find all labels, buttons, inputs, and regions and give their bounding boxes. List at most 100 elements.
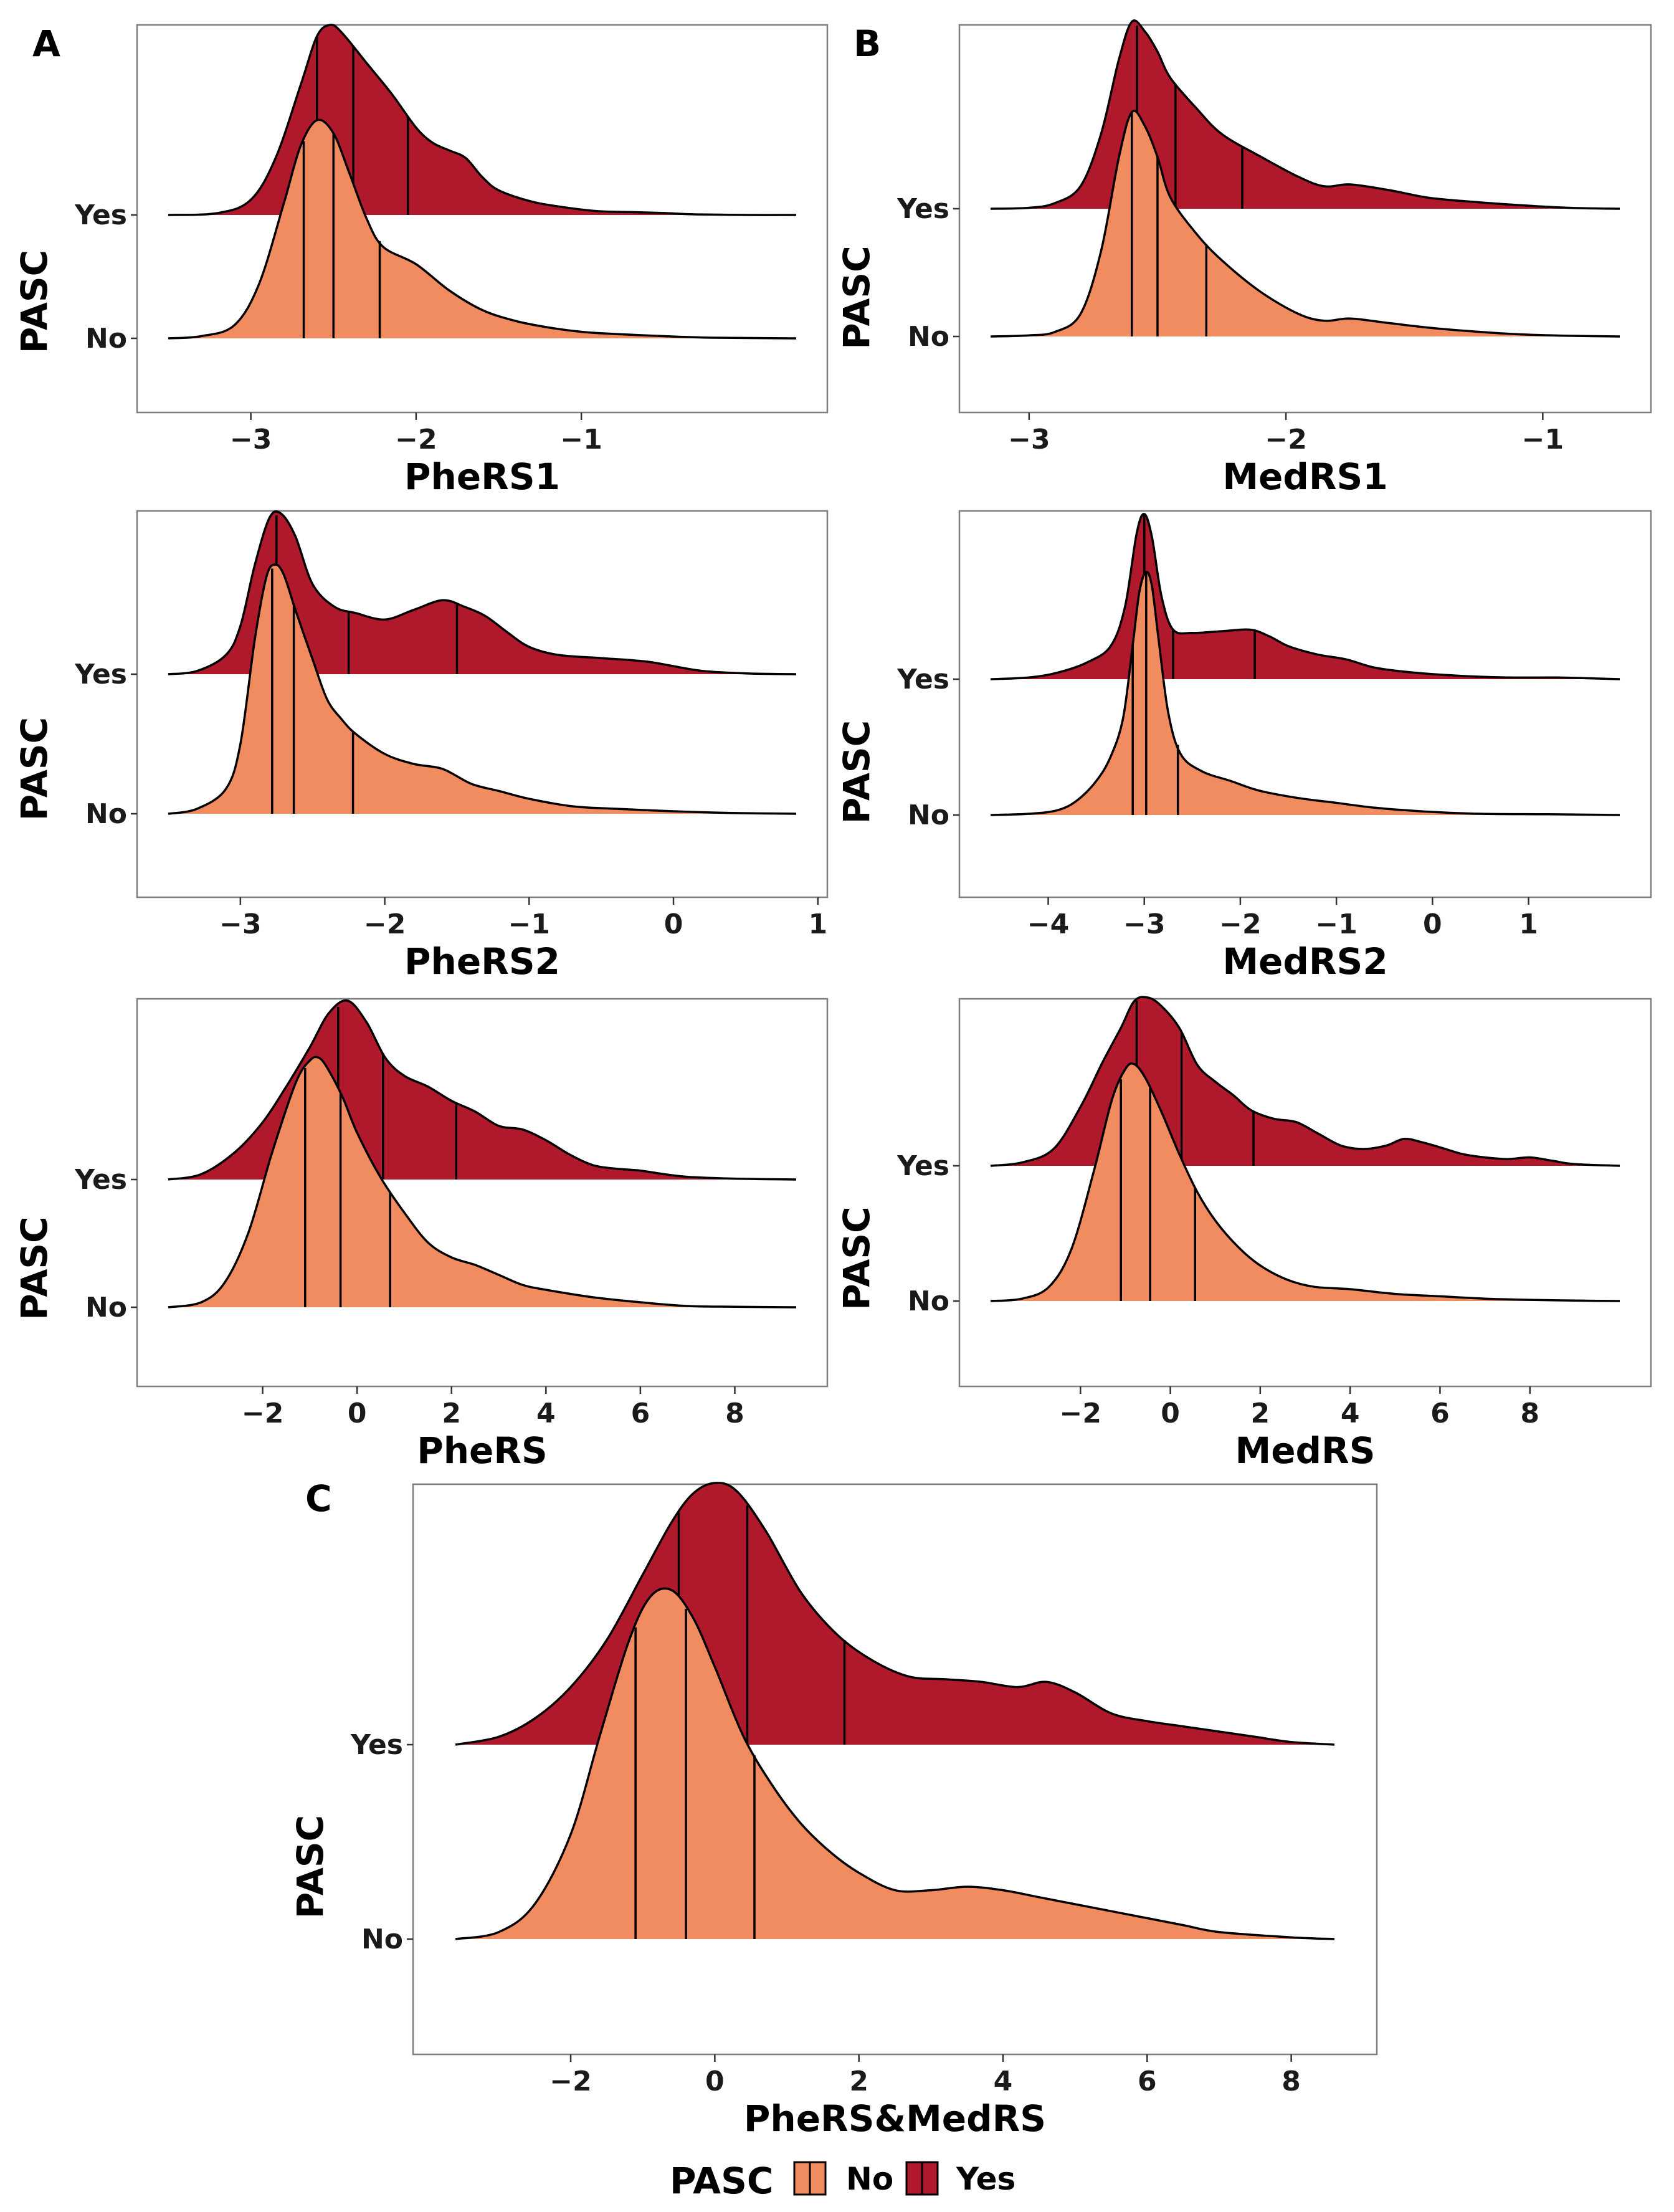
x-tick-label: 2: [442, 1398, 461, 1429]
density-outline-yes: [990, 19, 1620, 210]
x-tick-label: 8: [1282, 2066, 1301, 2097]
ridgeline-panel-medrs2: Yes No −4 −3 −2 −1 0 1 MedRS2 PASC: [835, 510, 1652, 983]
ridgeline-panel-medrs1: Yes No −3 −2 −1 MedRS1 PASC: [835, 19, 1652, 498]
panel-frame: [136, 998, 829, 1388]
x-tick-label: −2: [549, 2066, 591, 2097]
x-axis-title: PheRS1: [404, 455, 560, 498]
density-outline-yes: [990, 513, 1620, 680]
legend-label-yes: Yes: [956, 2161, 1015, 2197]
ridgeline-panel-phers: Yes No −2 0 2 4 6 8 PheRS PASC: [13, 998, 829, 1472]
y-axis-title: PASC: [289, 1815, 331, 1919]
density-area-no: [168, 564, 796, 814]
panel-letter-b: B: [854, 22, 881, 65]
y-axis-title: PASC: [13, 250, 55, 353]
legend-title: PASC: [670, 2160, 773, 2202]
x-tick-label: 4: [994, 2066, 1013, 2097]
panel-letter-a: A: [32, 22, 60, 65]
panel-frame: [136, 510, 829, 899]
y-tick-label-no: No: [85, 798, 127, 830]
density-outline-no: [168, 563, 797, 815]
x-tick-label: −2: [395, 424, 437, 455]
density-outline-no: [990, 110, 1620, 338]
density-area-no: [991, 110, 1620, 337]
x-tick-label: −1: [1315, 908, 1357, 940]
x-tick-label: 4: [536, 1398, 556, 1429]
y-tick-label-no: No: [361, 1924, 403, 1955]
x-tick-label: 2: [849, 2066, 868, 2097]
x-tick-label: −4: [1027, 908, 1069, 940]
density-area-no: [991, 1063, 1620, 1301]
x-tick-label: −1: [560, 424, 602, 455]
panel-letter-c: C: [305, 1477, 332, 1520]
y-tick-label-yes: Yes: [896, 193, 949, 225]
y-tick-label-no: No: [85, 1292, 127, 1323]
x-tick-label: −2: [364, 908, 406, 940]
panel-frame: [958, 510, 1652, 899]
density-area-no: [455, 1588, 1334, 1939]
density-outline-no: [168, 118, 797, 340]
panel-frame: [412, 1483, 1378, 2056]
density-outline-yes: [168, 999, 797, 1181]
x-axis-title: MedRS2: [1222, 940, 1387, 983]
x-tick-label: −2: [242, 1398, 283, 1429]
x-axis-title: MedRS1: [1222, 455, 1387, 498]
x-tick-label: 6: [631, 1398, 650, 1429]
density-outline-no: [455, 1587, 1335, 1940]
density-area-no: [168, 1057, 796, 1307]
x-tick-label: 0: [348, 1398, 367, 1429]
density-area-no: [168, 120, 796, 338]
panel-frame: [958, 24, 1652, 414]
density-area-no: [991, 571, 1620, 815]
x-tick-label: −1: [508, 908, 550, 940]
density-outline-no: [168, 1056, 797, 1309]
y-axis-title: PASC: [13, 717, 55, 821]
ridgeline-panel-phers2: Yes No −3 −2 −1 0 1 PheRS2 PASC: [13, 510, 829, 983]
x-tick-label: 8: [1520, 1398, 1539, 1429]
x-tick-label: 8: [725, 1398, 744, 1429]
panel-frame: [136, 24, 829, 414]
x-tick-label: −2: [1060, 1398, 1101, 1429]
y-tick-label-no: No: [908, 1285, 949, 1317]
panel-frame: [958, 998, 1652, 1388]
x-tick-label: 0: [1161, 1398, 1180, 1429]
y-tick-label-no: No: [908, 321, 949, 353]
y-tick-label-yes: Yes: [350, 1729, 403, 1761]
x-tick-label: 0: [1423, 908, 1442, 940]
y-axis-title: PASC: [835, 246, 878, 349]
x-tick-label: 0: [705, 2066, 725, 2097]
density-outline-yes: [168, 510, 797, 675]
y-axis-title: PASC: [835, 720, 878, 824]
density-outline-yes: [455, 1482, 1335, 1746]
x-tick-label: 1: [808, 908, 827, 940]
legend-label-no: No: [846, 2161, 893, 2197]
x-axis-title: PheRS2: [404, 940, 560, 983]
y-tick-label-no: No: [908, 799, 949, 831]
x-axis-title: MedRS: [1235, 1429, 1375, 1472]
x-tick-label: 0: [664, 908, 683, 940]
x-tick-label: −1: [1522, 424, 1564, 455]
x-tick-label: 6: [1430, 1398, 1450, 1429]
x-tick-label: −2: [1265, 424, 1306, 455]
density-outline-no: [990, 1062, 1620, 1302]
x-tick-label: 4: [1341, 1398, 1360, 1429]
y-tick-label-no: No: [85, 323, 127, 355]
density-area-yes: [168, 511, 796, 674]
y-tick-label-yes: Yes: [74, 659, 127, 690]
x-tick-label: −3: [1123, 908, 1165, 940]
legend: PASC No Yes: [670, 2160, 1015, 2202]
y-tick-label-yes: Yes: [896, 1150, 949, 1182]
x-axis-title: PheRS: [417, 1429, 548, 1472]
ridgeline-panel-medrs: Yes No −2 0 2 4 6 8 MedRS PASC: [835, 996, 1652, 1472]
ridgeline-panel-phers-medrs: Yes No −2 0 2 4 6 8 PheRS&MedRS PASC: [289, 1482, 1378, 2140]
x-tick-label: 2: [1251, 1398, 1270, 1429]
x-axis-title: PheRS&MedRS: [744, 2097, 1046, 2140]
density-outline-yes: [990, 996, 1620, 1167]
y-axis-title: PASC: [835, 1206, 878, 1310]
y-tick-label-yes: Yes: [896, 664, 949, 695]
x-tick-label: 6: [1138, 2066, 1157, 2097]
x-tick-label: −3: [230, 424, 272, 455]
x-tick-label: −3: [219, 908, 261, 940]
